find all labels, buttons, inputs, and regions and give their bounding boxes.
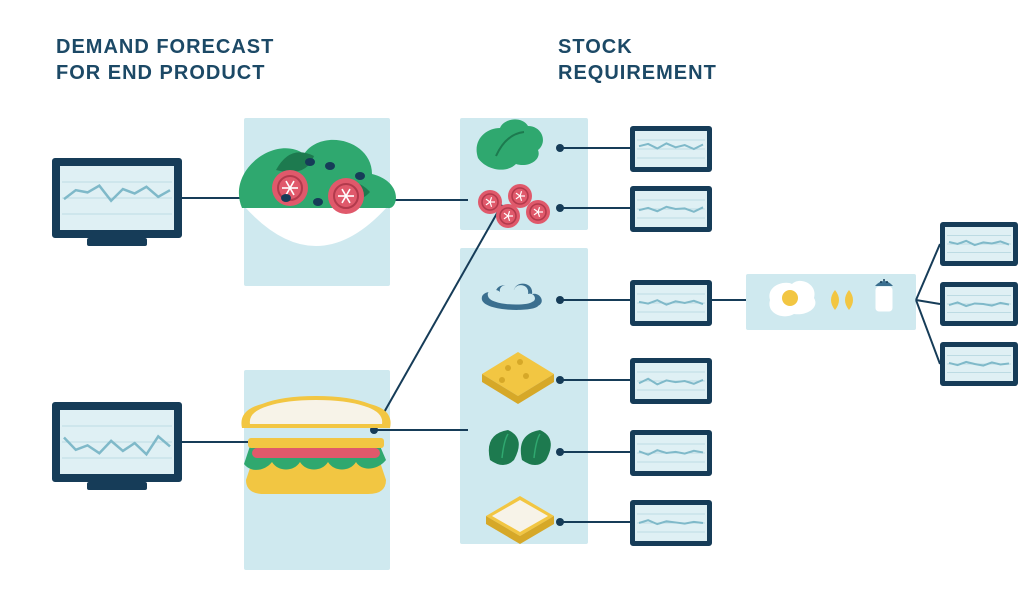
requirement-monitor-req-oil	[940, 282, 1018, 326]
panel-ing1	[460, 118, 588, 230]
requirement-monitor-req-lettuce	[630, 126, 712, 172]
forecast-monitor-forecast-salad	[52, 158, 182, 238]
requirement-monitor-req-cheese	[630, 358, 712, 404]
monitor-stand	[87, 482, 147, 490]
panel-salad	[244, 118, 390, 286]
requirement-monitor-req-mayo	[630, 280, 712, 326]
panel-ing2	[460, 248, 588, 544]
panel-mayo	[746, 274, 916, 330]
monitor-stand	[87, 238, 147, 246]
heading-stock-requirement: STOCK REQUIREMENT	[558, 34, 717, 86]
requirement-monitor-req-tomato	[630, 186, 712, 232]
forecast-monitor-forecast-sandwich	[52, 402, 182, 482]
requirement-monitor-req-egg	[940, 222, 1018, 266]
requirement-monitor-req-bread	[630, 500, 712, 546]
requirement-monitor-req-salt	[940, 342, 1018, 386]
requirement-monitor-req-spinach	[630, 430, 712, 476]
heading-demand-forecast: DEMAND FORECAST FOR END PRODUCT	[56, 34, 274, 86]
panel-sandwich	[244, 370, 390, 570]
